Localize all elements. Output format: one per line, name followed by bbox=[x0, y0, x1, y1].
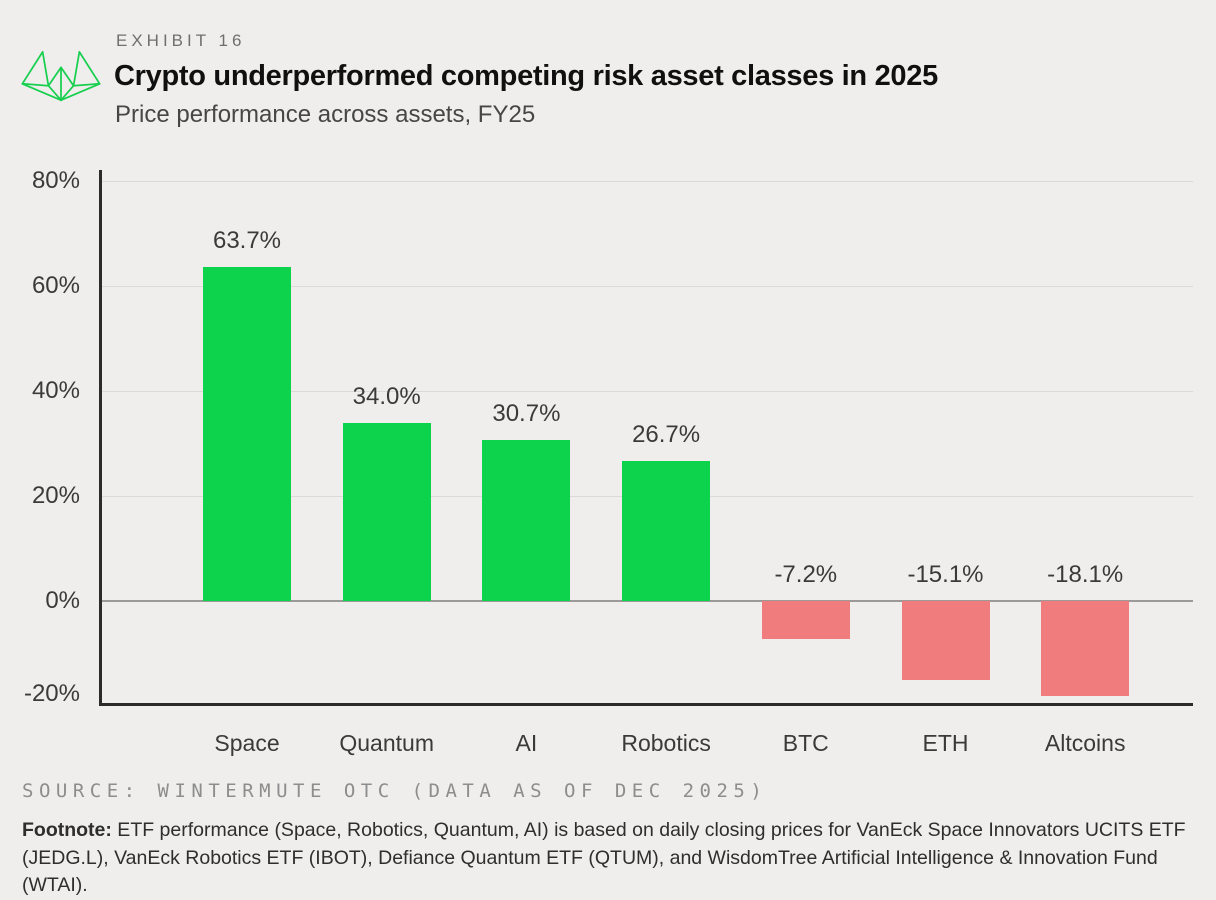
value-label-btc: -7.2% bbox=[774, 561, 838, 588]
y-tick-label-40: 40% bbox=[31, 377, 80, 404]
gridline-60 bbox=[102, 286, 1193, 287]
y-tick-label-80: 80% bbox=[31, 167, 80, 194]
value-label-quantum: 34.0% bbox=[352, 382, 421, 410]
bar-btc bbox=[761, 601, 850, 639]
page-title: Crypto underperformed competing risk ass… bbox=[114, 60, 938, 92]
x-category-label-ai: AI bbox=[515, 730, 538, 756]
gridline-80 bbox=[102, 181, 1193, 182]
value-label-ai: 30.7% bbox=[492, 399, 561, 427]
exhibit-label: EXHIBIT 16 bbox=[116, 31, 246, 50]
x-axis-line bbox=[99, 703, 1193, 706]
y-tick-label-0: 0% bbox=[45, 587, 80, 614]
bar-space bbox=[203, 266, 291, 601]
gridline-40 bbox=[102, 391, 1193, 392]
gridline-0 bbox=[102, 600, 1193, 602]
value-label-space: 63.7% bbox=[212, 226, 282, 254]
y-tick-label-60: 60% bbox=[31, 272, 80, 299]
y-tick-label--20: -20% bbox=[23, 680, 80, 707]
y-axis-line bbox=[99, 170, 102, 706]
y-tick-label-20: 20% bbox=[31, 482, 80, 509]
bar-ai bbox=[482, 439, 571, 601]
x-category-label-btc: BTC bbox=[782, 730, 829, 756]
page-subtitle: Price performance across assets, FY25 bbox=[115, 101, 536, 128]
value-label-eth: -15.1% bbox=[907, 561, 984, 588]
wintermute-logo-icon bbox=[21, 51, 101, 102]
footnote-label: Footnote: bbox=[22, 819, 112, 841]
bar-quantum bbox=[342, 422, 431, 601]
x-category-label-robotics: Robotics bbox=[621, 730, 711, 756]
x-category-label-eth: ETH bbox=[922, 730, 969, 756]
value-label-robotics: 26.7% bbox=[632, 420, 701, 448]
x-category-label-altcoins: Altcoins bbox=[1044, 730, 1126, 756]
x-category-label-space: Space bbox=[214, 730, 280, 756]
bar-robotics bbox=[622, 460, 711, 601]
footnote-text: ETF performance (Space, Robotics, Quantu… bbox=[22, 819, 1186, 896]
source-line: SOURCE: WINTERMUTE OTC (DATA AS OF DEC 2… bbox=[22, 780, 768, 802]
x-category-label-quantum: Quantum bbox=[339, 730, 434, 756]
footnote: Footnote: ETF performance (Space, Roboti… bbox=[22, 817, 1202, 900]
bar-eth bbox=[901, 601, 990, 681]
bar-altcoins bbox=[1041, 601, 1130, 697]
value-label-altcoins: -18.1% bbox=[1047, 561, 1124, 588]
